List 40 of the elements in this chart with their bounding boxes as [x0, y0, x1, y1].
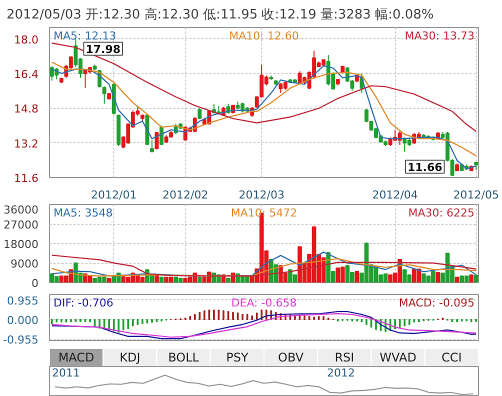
y-tick-label: 27000	[4, 218, 39, 232]
x-tick-label: 2012/02	[162, 188, 208, 202]
text: MA5: 3548	[54, 206, 113, 220]
x-tick-label: 2012/03	[238, 188, 284, 202]
x-tick-label: 2012	[327, 366, 356, 380]
annotation: 17.98	[86, 43, 121, 56]
y-tick-label: 11.6	[14, 172, 39, 185]
chart-title: 2012/05/03 开:12.30 高:12.30 低:11.95 收:12.19 量:3283 幅:0.08%	[6, 6, 434, 22]
category-label: WVAD	[380, 350, 416, 364]
y-tick-label: 18.0	[14, 33, 39, 46]
category-label: OBV	[278, 350, 304, 364]
series-label: MACD: -0.095	[398, 296, 475, 310]
y-tick-label: -0.955	[3, 334, 39, 347]
text: MA10: 5472	[230, 206, 298, 220]
category-label: PSY	[226, 350, 249, 364]
text: MA30: 13.73	[404, 30, 475, 42]
y-tick-label: 36000	[4, 204, 39, 216]
y-tick-label: 0.955	[7, 294, 39, 308]
series-label: DIF: -0.706	[54, 296, 114, 310]
text: MA30: 6225	[408, 206, 475, 220]
category-label: CCI	[442, 350, 462, 364]
y-tick-label: 9000	[10, 258, 39, 270]
y-tick-label: 13.2	[14, 137, 39, 150]
text: MA5: 12.13	[54, 30, 116, 42]
category-label: BOLL	[168, 350, 200, 364]
y-tick-label: 0.000	[7, 314, 39, 328]
series-label: DEA: -0.658	[231, 296, 297, 310]
annotation: 11.66	[407, 161, 443, 174]
x-tick-label: 2012/04	[372, 188, 418, 202]
x-tick-label: 2012/05	[453, 188, 499, 202]
y-tick-label: 16.4	[14, 68, 39, 81]
y-tick-label: 18000	[4, 238, 39, 251]
category-label: RSI	[334, 350, 354, 364]
category-label: MACD	[58, 350, 94, 364]
text: MA10: 12.60	[229, 30, 299, 42]
y-tick-label: 0	[32, 277, 38, 290]
x-tick-label: 2012/01	[91, 188, 137, 202]
y-tick-label: 14.8	[14, 102, 39, 116]
x-tick-label: 2011	[52, 366, 80, 380]
category-label: KDJ	[120, 350, 140, 364]
